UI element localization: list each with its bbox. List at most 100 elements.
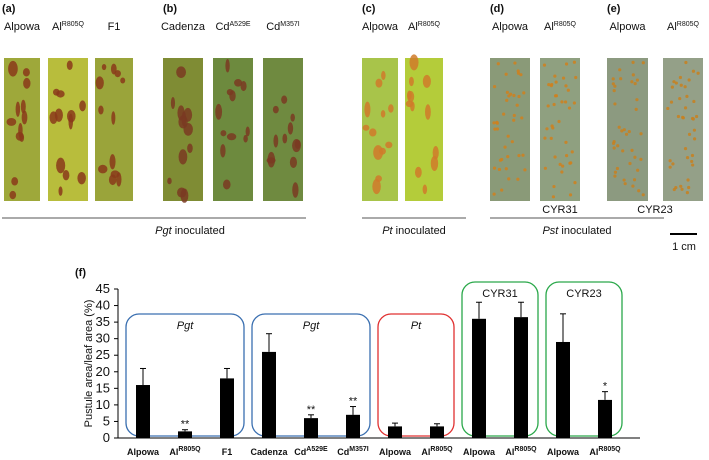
label: Cadenza: [250, 447, 288, 457]
panel-letter: (b): [163, 3, 177, 15]
panel-letter: (d): [490, 3, 504, 15]
leaf-spot: [407, 91, 415, 103]
leaf-spot: [630, 148, 634, 153]
label-text: Al: [408, 21, 418, 33]
leaf-spot: [425, 104, 431, 120]
bar: [514, 317, 528, 438]
label-sup: A529E: [306, 446, 328, 453]
scale-label: 1 cm: [672, 241, 696, 253]
inoculation-text: inoculated: [172, 225, 225, 237]
leaf-spot: [679, 83, 683, 87]
leaf-spot: [492, 166, 497, 170]
leaf-spot: [668, 165, 672, 169]
leaf-spot: [622, 178, 626, 182]
leaf-spot: [670, 85, 674, 89]
inoculation-label: Pst inoculated: [542, 225, 611, 237]
leaf-spot: [551, 195, 556, 199]
panel-letter: (a): [2, 3, 16, 15]
inoculation-text: inoculated: [393, 225, 446, 237]
leaf-spot: [613, 174, 617, 178]
group-box: [545, 281, 623, 437]
leaf-spot: [369, 128, 377, 137]
leaf-spot: [611, 82, 615, 86]
label: AlR805Q: [52, 21, 85, 33]
leaf-spot: [62, 169, 70, 181]
label: CdA529E: [215, 21, 250, 33]
leaf-spot: [170, 97, 176, 110]
label-text: Alpowa: [362, 21, 399, 33]
leaf-spot: [95, 76, 104, 90]
inoculation-label: Pt inoculated: [382, 225, 446, 237]
bar: [556, 341, 570, 438]
label-text: Alpowa: [609, 21, 646, 33]
leaf-spot: [522, 91, 526, 95]
leaf-spot: [574, 75, 578, 80]
leaf-spot: [515, 103, 519, 107]
leaf-spot: [502, 112, 506, 116]
leaf-spot: [564, 84, 568, 88]
label-sup: M357I: [280, 21, 300, 28]
label-text: Cd: [294, 447, 306, 457]
label: Alpowa: [362, 21, 399, 33]
leaf-spot: [567, 106, 572, 110]
label: AlR805Q: [421, 446, 453, 457]
leaf-spot: [234, 78, 243, 87]
label-text: F1: [108, 21, 121, 33]
leaf-spot: [282, 133, 288, 144]
label: Alpowa: [127, 447, 160, 457]
leaf-spot: [290, 113, 295, 122]
leaf-spot: [517, 153, 521, 158]
leaf-spot: [674, 81, 678, 85]
strain-label: CYR31: [542, 204, 577, 216]
leaf-spot: [114, 70, 121, 78]
leaf-spot: [634, 107, 638, 111]
label-text: Al: [421, 447, 430, 457]
label-sup: R805Q: [677, 21, 700, 28]
leaf-spot: [679, 184, 683, 188]
leaf-spot: [633, 82, 637, 86]
leaf-spot: [187, 143, 193, 154]
leaf-spot: [551, 126, 555, 130]
y-tick-label: 25: [96, 347, 110, 362]
leaf-spot: [409, 76, 414, 87]
leaf-spot: [385, 141, 393, 149]
label-text: Al: [169, 447, 178, 457]
label: CdM357I: [337, 446, 369, 457]
leaf-spot: [289, 156, 298, 168]
leaf-spot: [414, 166, 422, 178]
leaf-spot: [641, 61, 645, 65]
leaf-spot: [563, 100, 568, 104]
leaf-spot: [613, 84, 617, 88]
y-tick-label: 0: [103, 430, 110, 445]
leaf-spot: [681, 115, 685, 119]
label-sup: M357I: [349, 446, 369, 453]
leaf-spot: [618, 68, 622, 72]
y-tick-label: 20: [96, 364, 110, 379]
leaf-spot: [220, 130, 227, 137]
leaf-spot: [120, 77, 126, 84]
label-sup: R805Q: [62, 21, 85, 28]
leaf-spot: [521, 153, 525, 157]
leaf-spot: [500, 188, 504, 192]
group-label: Pt: [411, 320, 422, 332]
leaf-spot: [492, 192, 496, 196]
leaf-spot: [691, 69, 696, 73]
leaf-spot: [686, 178, 690, 182]
leaf-spot: [553, 94, 558, 98]
group-box: [461, 281, 539, 437]
label-text: Al: [505, 447, 514, 457]
leaf-spot: [505, 98, 509, 102]
label-text: Alpowa: [379, 447, 412, 457]
leaf-spot: [292, 182, 299, 198]
leaf-spot: [225, 59, 230, 73]
label-sup: R805Q: [418, 21, 441, 28]
leaf-spot: [287, 122, 294, 135]
leaf-spot: [573, 181, 577, 185]
leaf-spot: [506, 134, 510, 138]
leaf-spot: [245, 126, 250, 137]
leaf-spot: [8, 60, 18, 77]
leaf-spot: [633, 155, 637, 159]
leaf-spot: [15, 101, 21, 117]
label-text: Alpowa: [4, 21, 41, 33]
leaf-spot: [222, 179, 231, 190]
